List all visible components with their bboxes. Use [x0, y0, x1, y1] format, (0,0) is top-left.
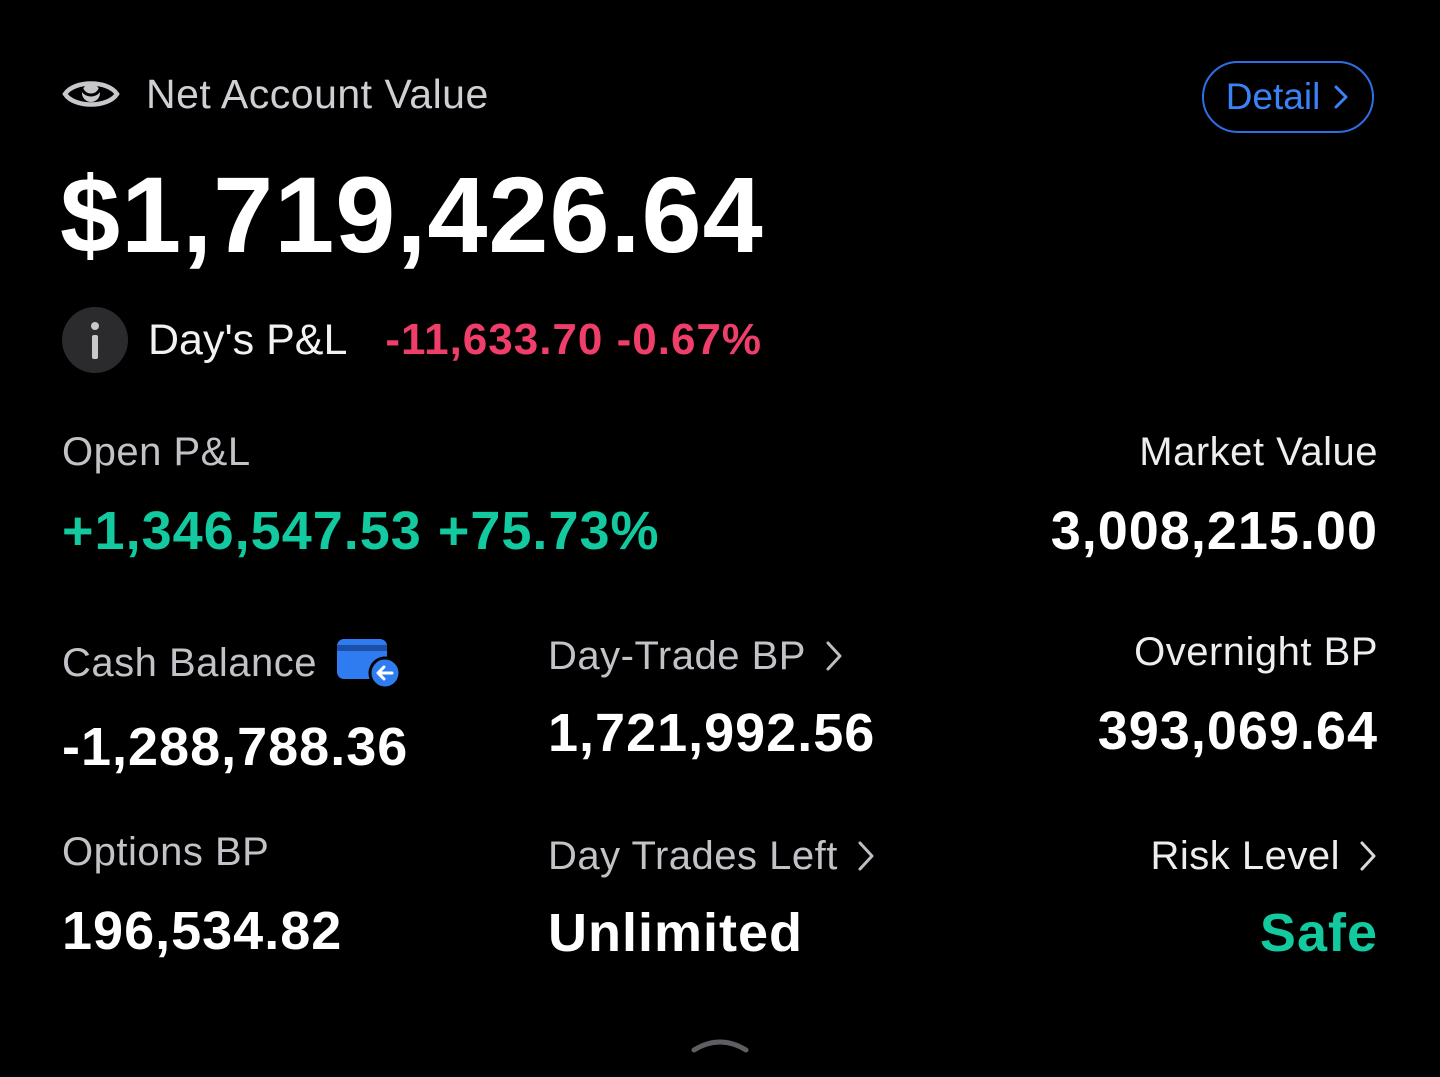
cash-balance-value: -1,288,788.36: [62, 717, 409, 777]
eye-icon[interactable]: [62, 74, 120, 114]
day-trades-left-label: Day Trades Left: [548, 833, 838, 878]
day-trade-bp-label: Day-Trade BP: [548, 633, 806, 678]
chevron-right-icon: [826, 641, 842, 671]
options-bp-value: 196,534.82: [62, 901, 343, 961]
cash-balance-label: Cash Balance: [62, 640, 318, 685]
net-account-value-header: Net Account Value: [62, 66, 489, 122]
risk-level-link[interactable]: Risk Level: [1150, 828, 1378, 884]
overnight-bp-label: Overnight BP: [1134, 630, 1378, 674]
day-trades-left-value: Unlimited: [548, 903, 804, 963]
info-icon: [91, 322, 99, 359]
open-pnl-value: +1,346,547.53 +75.73%: [62, 501, 660, 561]
chevron-right-icon: [1360, 841, 1376, 871]
day-trade-bp-link[interactable]: Day-Trade BP: [548, 628, 844, 684]
chevron-up-icon[interactable]: [690, 1032, 750, 1056]
days-pnl-row: Day's P&L -11,633.70 -0.67%: [62, 306, 762, 374]
market-value-label: Market Value: [1139, 430, 1378, 474]
risk-level-value: Safe: [1259, 903, 1378, 963]
detail-button-label: Detail: [1225, 76, 1321, 117]
info-button[interactable]: [62, 307, 128, 373]
chevron-right-icon: [1334, 85, 1348, 109]
net-account-value: $1,719,426.64: [60, 154, 764, 275]
market-value-value: 3,008,215.00: [1050, 501, 1378, 561]
days-pnl-value: -11,633.70 -0.67%: [385, 315, 763, 364]
chevron-right-icon: [858, 841, 874, 871]
risk-level-label: Risk Level: [1150, 833, 1340, 878]
options-bp-label: Options BP: [62, 830, 270, 874]
detail-button[interactable]: Detail: [1202, 61, 1374, 133]
wallet-transfer-icon[interactable]: [335, 635, 405, 691]
day-trade-bp-value: 1,721,992.56: [548, 703, 876, 763]
open-pnl-label: Open P&L: [62, 430, 251, 474]
cash-balance-header: Cash Balance: [62, 632, 405, 694]
net-account-value-label: Net Account Value: [146, 70, 489, 117]
days-pnl-label: Day's P&L: [148, 315, 348, 364]
day-trades-left-link[interactable]: Day Trades Left: [548, 828, 876, 884]
overnight-bp-value: 393,069.64: [1097, 701, 1378, 761]
